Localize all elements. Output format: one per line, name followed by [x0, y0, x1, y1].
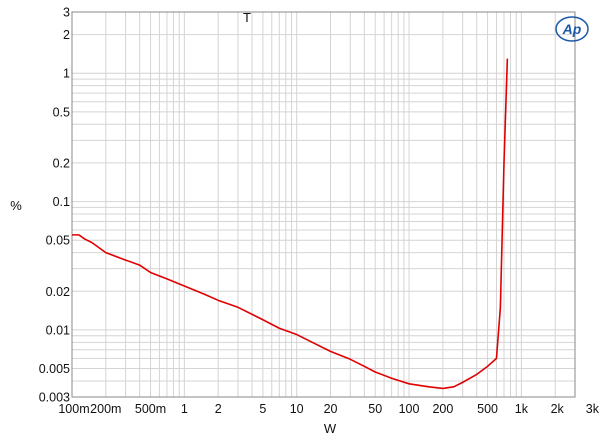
x-tick-label: 5: [259, 402, 266, 416]
x-tick-label: 500: [477, 402, 498, 416]
y-tick-label: 0.01: [46, 323, 70, 337]
series-line: [72, 58, 509, 390]
y-tick-label: 0.005: [39, 362, 70, 376]
y-tick-label: 0.5: [53, 105, 70, 119]
y-tick-label: 2: [63, 28, 70, 42]
y-tick-labels: 0.003 0.005 0.01 0.02 0.05 0.1 0.2 0.5 1 2 3: [39, 6, 70, 405]
x-tick-label: 100m: [58, 402, 89, 416]
marker-label: T: [243, 10, 251, 25]
x-tick-labels: 100m 200m 500m 1 2 5 10 20 50 100 200 500 1k 2k 3k: [58, 402, 599, 416]
x-tick-label: 10: [290, 402, 304, 416]
x-axis-title: W: [324, 421, 337, 436]
x-tick-label: 20: [324, 402, 338, 416]
y-axis-title: %: [10, 198, 22, 213]
y-tick-label: 0.003: [39, 391, 70, 405]
y-tick-label: 3: [63, 6, 70, 20]
x-tick-label: 50: [368, 402, 382, 416]
x-tick-label: 1: [181, 402, 188, 416]
ap-logo-icon: Ap: [555, 16, 589, 42]
y-tick-label: 0.05: [46, 234, 70, 248]
y-tick-label: 0.02: [46, 285, 70, 299]
ap-logo-text: Ap: [562, 21, 582, 37]
y-tick-label: 0.2: [53, 156, 70, 170]
y-tick-label: 1: [63, 67, 70, 81]
plot-background: [72, 12, 575, 397]
x-tick-label: 3k: [586, 402, 600, 416]
plot-frame: [71, 11, 576, 398]
grid: [72, 12, 575, 397]
series-group: [72, 58, 509, 390]
x-tick-label: 2: [215, 402, 222, 416]
x-tick-label: 100: [399, 402, 420, 416]
x-tick-label: 2k: [551, 402, 565, 416]
x-tick-label: 1k: [515, 402, 529, 416]
y-tick-label: 0.1: [53, 195, 70, 209]
x-tick-label: 200: [432, 402, 453, 416]
x-tick-label: 500m: [135, 402, 166, 416]
x-tick-label: 200m: [90, 402, 121, 416]
